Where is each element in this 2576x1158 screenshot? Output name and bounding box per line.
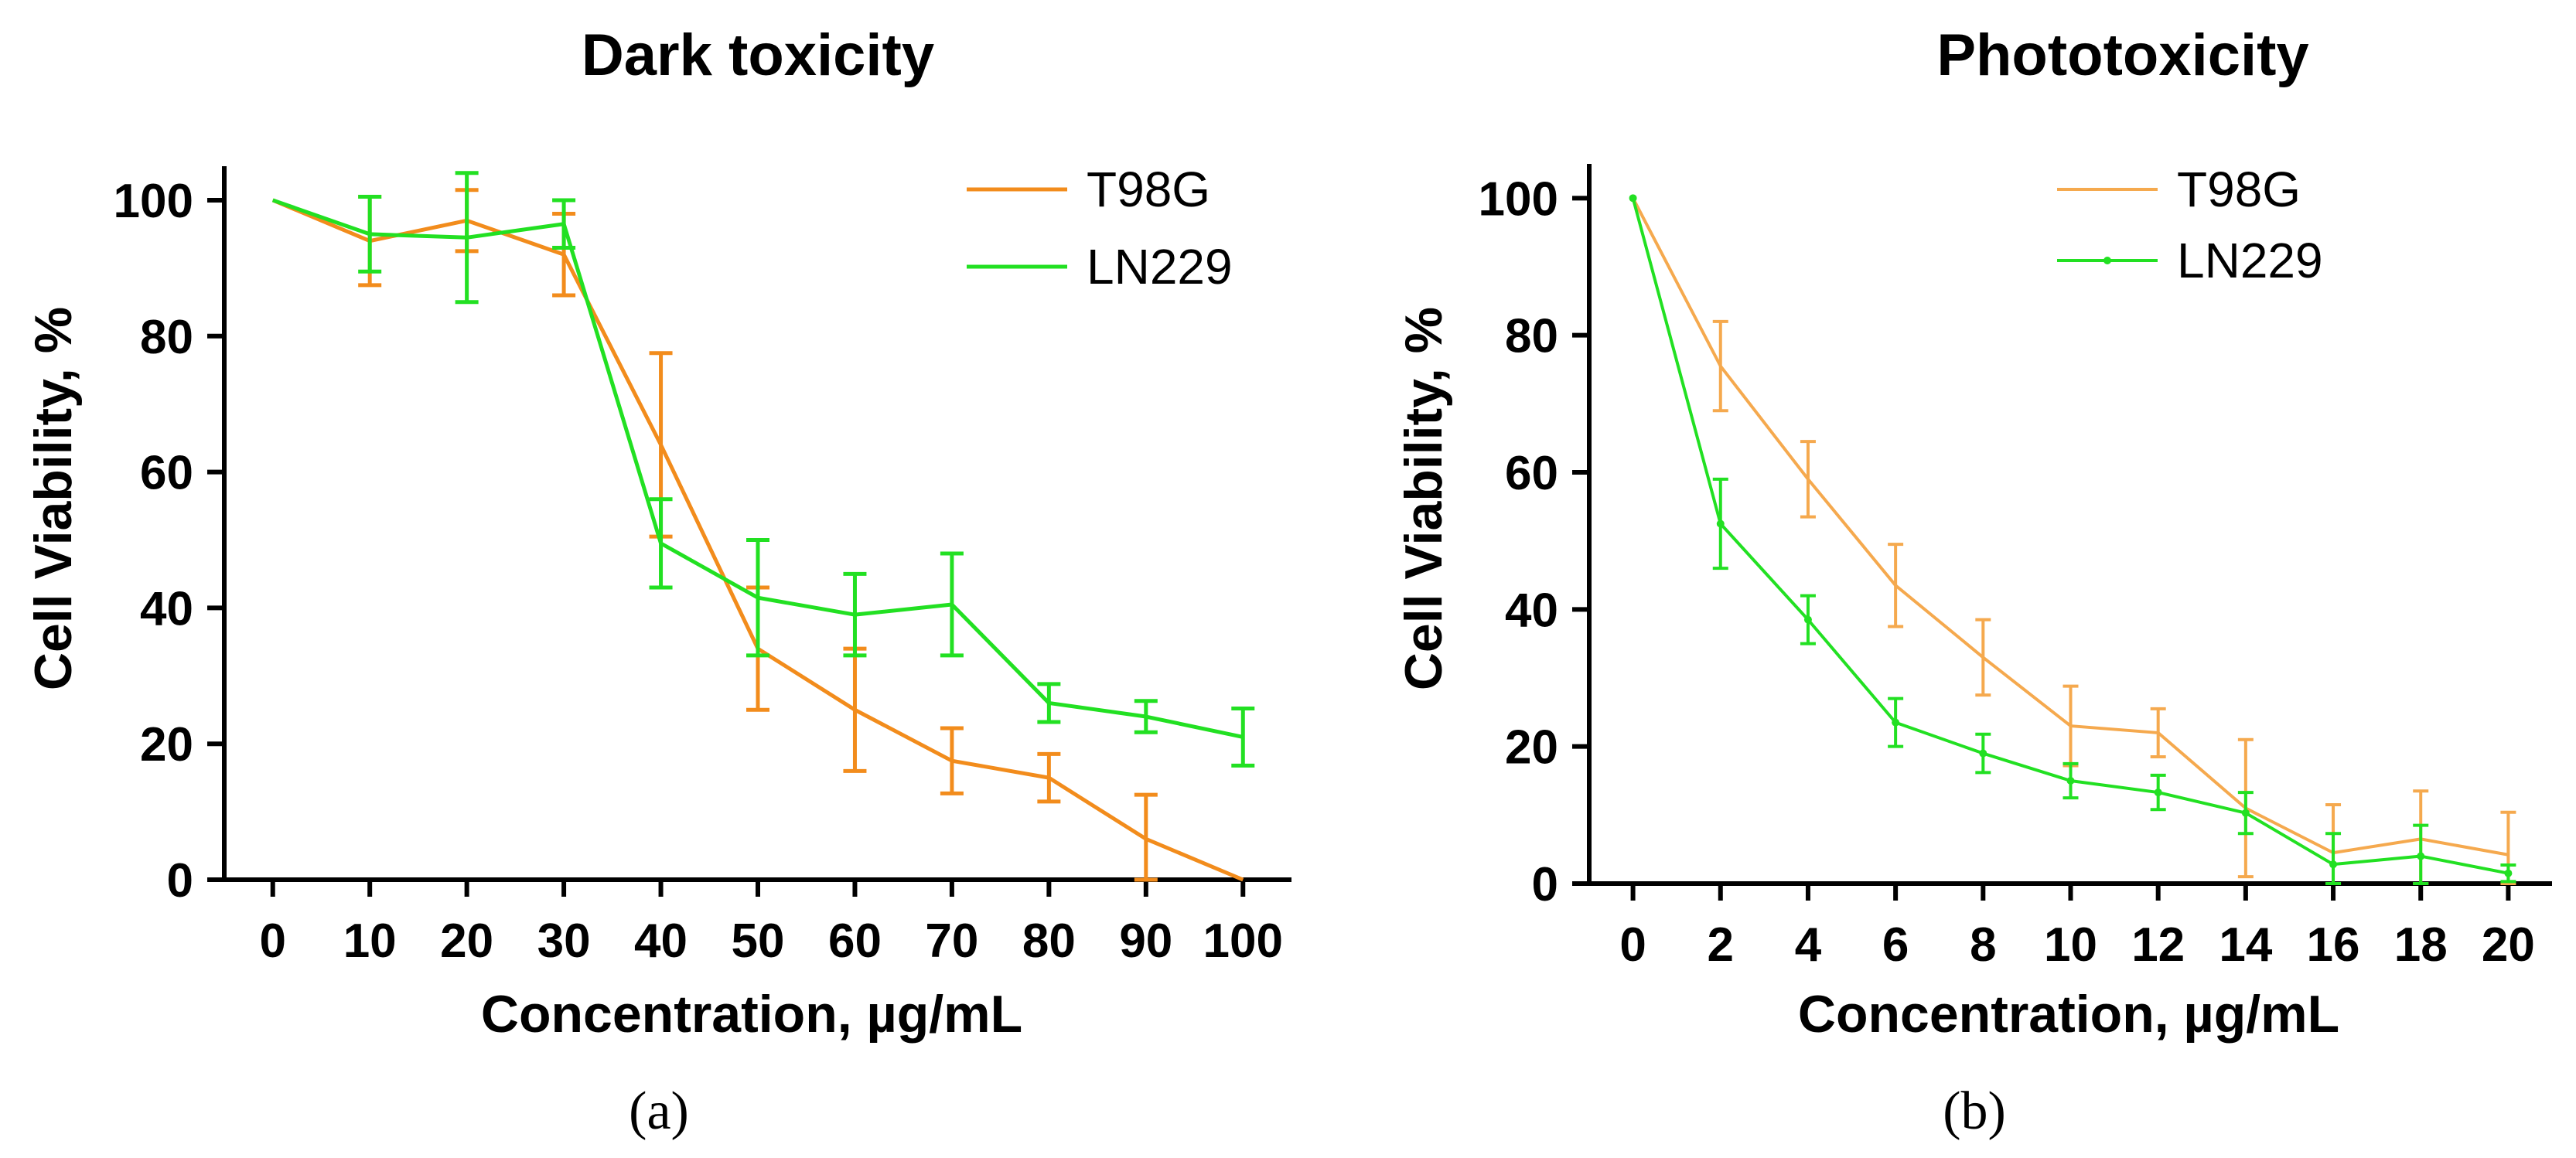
y-tick-label: 100 (1479, 172, 1558, 226)
chart-title: Dark toxicity (582, 22, 934, 88)
x-tick-label: 60 (828, 914, 882, 968)
x-tick-label: 30 (537, 914, 591, 968)
x-tick-label: 10 (2044, 918, 2097, 972)
y-tick-label: 80 (1505, 310, 1558, 363)
data-point (1716, 519, 1725, 528)
x-tick-label: 0 (259, 914, 285, 968)
figure-caption: (b) (1943, 1081, 2006, 1141)
x-tick-label: 70 (925, 914, 978, 968)
x-axis-label: Concentration, µg/mL (1798, 985, 2339, 1044)
y-tick-label: 0 (167, 854, 193, 908)
x-tick-label: 20 (2482, 918, 2535, 972)
chart-title: Phototoxicity (1936, 22, 2308, 88)
data-point (1803, 615, 1812, 624)
x-tick-label: 90 (1119, 914, 1172, 968)
data-point (2417, 852, 2425, 860)
y-axis-label: Cell Viability, % (24, 307, 83, 690)
x-tick-label: 18 (2394, 918, 2448, 972)
x-tick-label: 16 (2307, 918, 2360, 972)
data-point (1892, 718, 1900, 727)
figure-caption: (a) (629, 1081, 689, 1141)
x-tick-label: 8 (1970, 918, 1996, 972)
series-ln229 (271, 171, 1255, 768)
x-tick-label: 12 (2131, 918, 2185, 972)
legend-label-ln229: LN229 (1087, 239, 1233, 295)
x-tick-label: 0 (1619, 918, 1646, 972)
y-tick-label: 60 (1505, 447, 1558, 500)
legend-marker (2103, 257, 2111, 264)
y-tick-label: 40 (140, 582, 193, 635)
y-tick-label: 0 (1532, 858, 1558, 911)
x-axis-label: Concentration, µg/mL (481, 985, 1022, 1044)
chart-dark-toxicity: Dark toxicity 0 20 40 60 80 100 0 10 20 30 40 50 60 70… (24, 22, 1291, 1141)
y-tick-label: 20 (1505, 721, 1558, 775)
data-point (1629, 194, 1637, 203)
y-axis-label: Cell Viability, % (1394, 307, 1453, 690)
y-tick-label: 40 (1505, 584, 1558, 637)
y-tick-label: 20 (140, 718, 193, 771)
legend-label-t98g: T98G (1087, 162, 1210, 217)
data-point (2154, 788, 2162, 797)
data-point (2504, 869, 2513, 877)
x-tick-label: 10 (343, 914, 397, 968)
data-point (1979, 749, 1987, 758)
series-ln229 (1629, 194, 2516, 885)
chart-phototoxicity: Phototoxicity 0 20 40 60 80 100 0 2 4 6 8 10 12 14 16 18… (1394, 22, 2552, 1141)
x-tick-label: 2 (1708, 918, 1734, 972)
series-t98g (1631, 197, 2516, 885)
x-tick-label: 50 (732, 914, 785, 968)
x-tick-label: 80 (1022, 914, 1076, 968)
legend-label-ln229: LN229 (2177, 233, 2323, 288)
x-tick-label: 6 (1882, 918, 1909, 972)
x-tick-label: 40 (634, 914, 688, 968)
legend-label-t98g: T98G (2177, 162, 2301, 217)
x-tick-label: 100 (1203, 914, 1283, 968)
y-tick-label: 60 (140, 447, 193, 500)
x-tick-label: 14 (2219, 918, 2272, 972)
y-tick-label: 80 (140, 311, 193, 364)
data-point (2241, 809, 2250, 817)
x-tick-label: 20 (440, 914, 493, 968)
data-point (2329, 860, 2338, 869)
data-point (2066, 777, 2075, 785)
y-tick-label: 100 (114, 175, 193, 228)
x-tick-label: 4 (1795, 918, 1822, 972)
